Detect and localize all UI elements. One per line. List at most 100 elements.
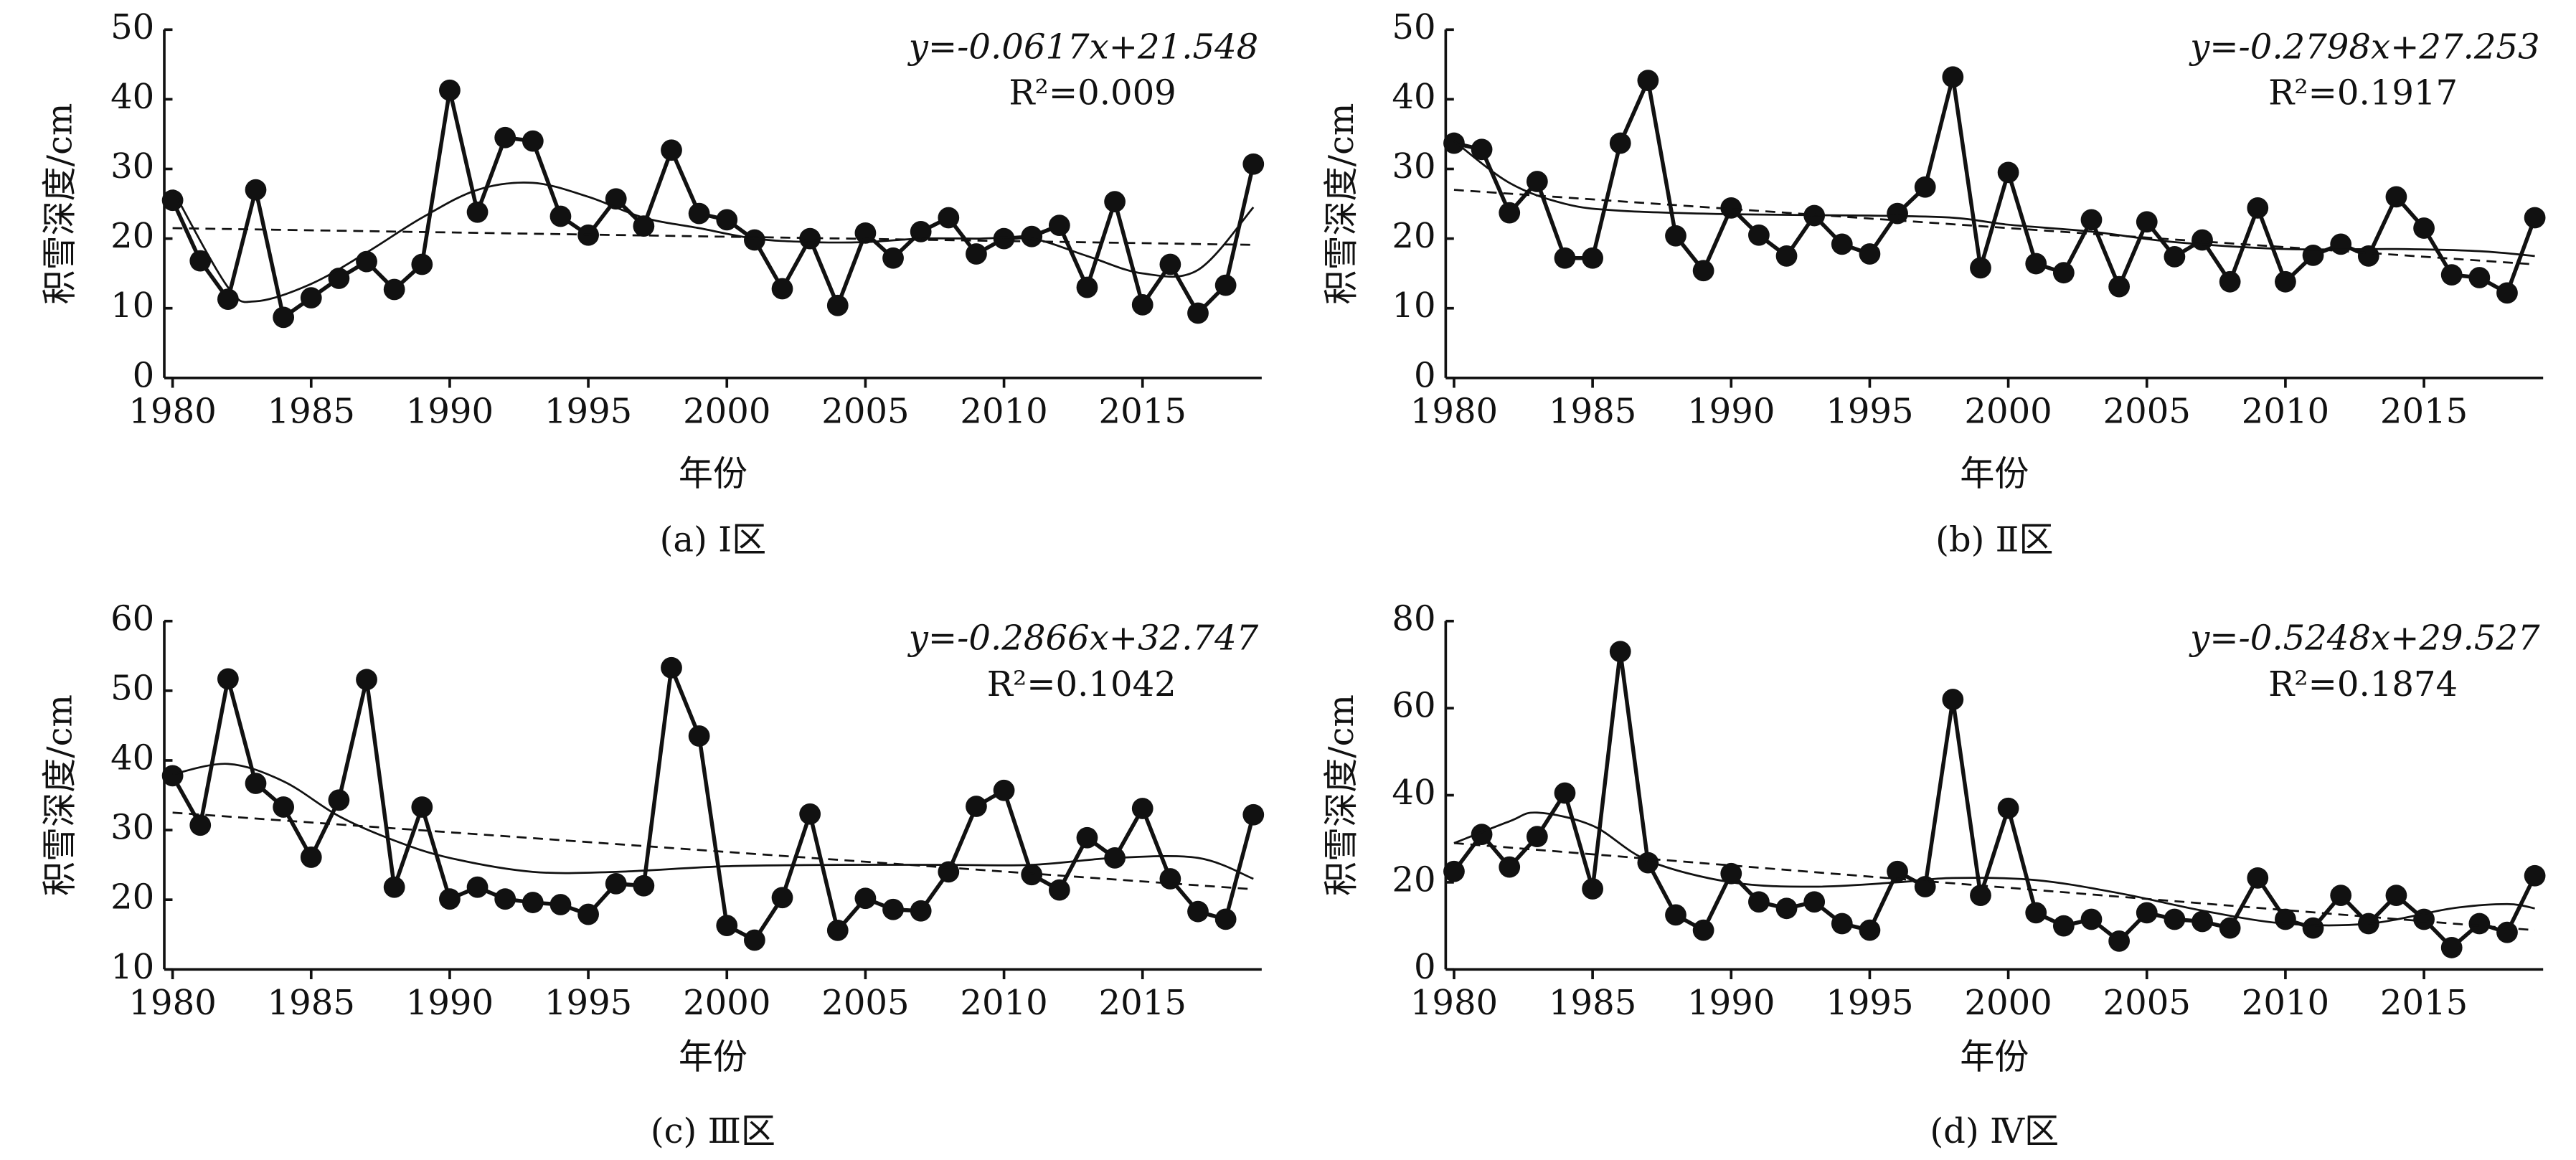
caption: (a) Ⅰ区 [660, 519, 767, 560]
data-point [1499, 856, 1521, 878]
data-point [1775, 245, 1798, 267]
equation: y=-0.2798x+27.253 [2189, 27, 2540, 67]
x-tick-label: 2000 [683, 392, 770, 432]
x-tick-label: 1980 [128, 392, 216, 432]
data-point [716, 915, 738, 936]
equation: y=-0.0617x+21.548 [907, 27, 1259, 67]
data-point [2385, 885, 2407, 906]
data-point [2330, 885, 2352, 906]
y-tick-label: 30 [110, 808, 154, 848]
data-point [826, 920, 849, 941]
data-point [2524, 207, 2546, 229]
smooth-curve [1453, 811, 2535, 927]
data-point [2496, 921, 2518, 943]
x-tick-label: 2005 [2103, 392, 2191, 432]
x-tick-label: 2010 [2242, 983, 2329, 1023]
data-point [1076, 826, 1098, 849]
data-point [189, 814, 212, 836]
y-tick-label: 0 [133, 355, 155, 395]
data-point [854, 222, 877, 244]
data-point [300, 847, 322, 868]
data-point [273, 306, 295, 329]
data-point [273, 796, 295, 818]
data-point [2302, 245, 2324, 266]
data-point [1582, 247, 1603, 269]
y-tick-label: 50 [1392, 7, 1435, 47]
x-tick-label: 1985 [1549, 983, 1636, 1023]
r-squared: R²=0.009 [1009, 72, 1176, 113]
r-squared: R²=0.1874 [2268, 664, 2458, 704]
data-point [771, 278, 793, 300]
data-point [300, 287, 322, 309]
data-point [1665, 904, 1686, 926]
data-point [1526, 171, 1548, 192]
data-point [1048, 214, 1070, 237]
x-tick-label: 1990 [406, 983, 494, 1023]
data-point [1242, 153, 1265, 175]
x-tick-label: 2005 [821, 392, 909, 432]
equation: y=-0.5248x+29.527 [2189, 618, 2540, 659]
data-point [439, 888, 461, 910]
y-tick-label: 50 [110, 7, 154, 47]
data-point [2468, 913, 2491, 935]
data-point [1443, 860, 1465, 882]
caption: (d) Ⅳ区 [1930, 1111, 2059, 1151]
y-tick-label: 20 [110, 877, 154, 918]
data-point [466, 201, 489, 223]
x-tick-label: 1990 [1687, 392, 1775, 432]
x-tick-label: 1990 [1687, 983, 1775, 1023]
data-point [1214, 908, 1237, 930]
data-point [1720, 862, 1742, 885]
data-point [1997, 797, 2019, 819]
data-point [1692, 919, 1714, 941]
y-tick-label: 10 [110, 286, 154, 326]
data-point [1859, 919, 1881, 941]
data-point [466, 876, 489, 898]
data-point [1499, 202, 1521, 224]
data-point [1076, 276, 1098, 298]
y-axis-label: 积雪深度/cm [1321, 694, 1362, 896]
x-tick-label: 1985 [1549, 392, 1636, 432]
data-point [2080, 209, 2103, 231]
data-point [2440, 937, 2463, 958]
data-point [1831, 233, 1853, 255]
data-point [1242, 803, 1265, 826]
data-point [217, 668, 239, 690]
data-line [171, 660, 1255, 943]
trend-line [1453, 841, 2535, 932]
x-tick-label: 2015 [1099, 983, 1186, 1023]
data-point [328, 789, 350, 811]
data-point [494, 888, 516, 910]
panel: 10 20 30 40 50 60 1980 1985 1990 1995 2000 2005 2010… [40, 598, 1265, 1151]
data-point [1775, 897, 1798, 920]
data-point [1526, 826, 1548, 848]
data-point [661, 656, 682, 679]
data-point [2025, 902, 2047, 924]
data-point [549, 205, 572, 227]
x-tick-label: 1990 [406, 392, 494, 432]
x-tick-label: 2015 [1099, 392, 1186, 432]
data-point [1970, 885, 1991, 906]
data-point [1471, 138, 1493, 161]
y-axis-label: 积雪深度/cm [1321, 103, 1362, 305]
data-point [1997, 161, 2019, 184]
x-tick-label: 1980 [1410, 392, 1498, 432]
caption: (c) Ⅲ区 [651, 1111, 775, 1151]
data-point [411, 253, 433, 275]
data-point [1131, 798, 1153, 819]
x-tick-label: 1995 [1826, 392, 1913, 432]
data-point [1187, 302, 1209, 324]
y-tick-label: 0 [1414, 355, 1436, 395]
data-point [245, 773, 267, 794]
x-tick-label: 1985 [268, 983, 355, 1023]
data-point [2136, 211, 2158, 233]
data-point [2357, 245, 2379, 267]
data-point [1692, 260, 1714, 282]
data-point [2275, 270, 2296, 293]
y-tick-label: 40 [110, 737, 154, 778]
data-point [1159, 253, 1181, 275]
x-tick-label: 1985 [268, 392, 355, 432]
data-point [1214, 274, 1237, 296]
y-tick-label: 20 [1392, 216, 1435, 256]
